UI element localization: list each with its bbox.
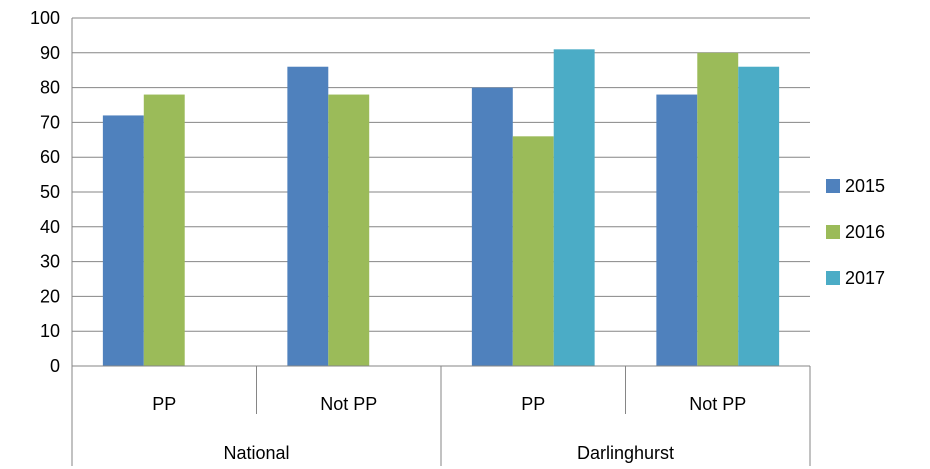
legend: 2015 2016 2017 xyxy=(826,176,885,288)
x-group-label: Darlinghurst xyxy=(577,443,674,463)
bar-2015-2 xyxy=(287,66,329,366)
bar-2017-4 xyxy=(738,66,780,366)
y-axis-tick-labels: 0 10 20 30 40 50 60 70 80 90 100 xyxy=(30,8,60,376)
legend-label: 2017 xyxy=(845,268,885,288)
y-tick-label: 20 xyxy=(40,286,60,306)
legend-label: 2016 xyxy=(845,222,885,242)
x-category-label: PP xyxy=(152,394,176,414)
y-tick-label: 30 xyxy=(40,252,60,272)
grid-lines xyxy=(71,17,810,367)
legend-swatch xyxy=(826,271,840,285)
y-tick-label: 40 xyxy=(40,217,60,237)
y-tick-label: 10 xyxy=(40,321,60,341)
x-category-label: Not PP xyxy=(689,394,746,414)
y-tick-label: 80 xyxy=(40,78,60,98)
bar-2016-3 xyxy=(512,136,554,366)
x-group-label: National xyxy=(223,443,289,463)
legend-swatch xyxy=(826,225,840,239)
y-tick-label: 90 xyxy=(40,43,60,63)
bar-2016-4 xyxy=(697,52,739,367)
bar-2016-1 xyxy=(143,94,185,366)
y-tick-label: 60 xyxy=(40,147,60,167)
y-tick-label: 0 xyxy=(50,356,60,376)
x-axis: PP Not PP National PP Not PP Darlinghurst xyxy=(71,365,811,466)
legend-label: 2015 xyxy=(845,176,885,196)
bar-2015-3 xyxy=(471,87,513,366)
bar-2015-1 xyxy=(102,115,144,366)
x-category-label: Not PP xyxy=(320,394,377,414)
bar-2017-3 xyxy=(553,49,595,366)
bar-2016-2 xyxy=(328,94,370,366)
y-tick-label: 50 xyxy=(40,182,60,202)
legend-swatch xyxy=(826,179,840,193)
y-tick-label: 70 xyxy=(40,112,60,132)
x-category-label: PP xyxy=(521,394,545,414)
y-tick-label: 100 xyxy=(30,8,60,28)
bar-2015-4 xyxy=(656,94,698,366)
bars xyxy=(102,49,780,367)
